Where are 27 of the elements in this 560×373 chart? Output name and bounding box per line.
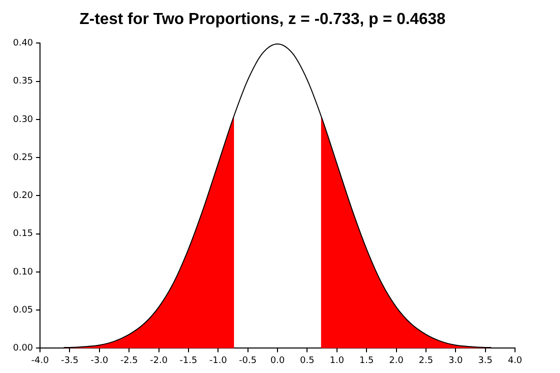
x-tick-label: -3.0: [90, 356, 108, 366]
y-tick-label: 0.05: [12, 305, 34, 316]
x-tick-label: -2.5: [120, 356, 138, 366]
y-tick-label: 0.25: [12, 152, 34, 163]
y-tick-label: 0.20: [12, 191, 34, 202]
y-tick-label: 0.10: [12, 267, 34, 278]
x-tick-label: 2.0: [389, 356, 404, 366]
x-tick-label: 0.0: [270, 356, 285, 366]
x-tick-label: 3.5: [478, 356, 492, 366]
y-tick-label: 0.30: [12, 114, 34, 125]
x-tick-label: -0.5: [239, 356, 257, 366]
x-tick-label: 1.5: [359, 356, 374, 366]
x-tick-label: -1.5: [180, 356, 198, 366]
x-tick-label: 0.5: [300, 356, 314, 366]
x-tick-label: -4.0: [31, 356, 50, 366]
y-tick-label: 0.15: [12, 229, 34, 240]
x-tick-label: 1.0: [330, 356, 344, 366]
x-tick-label: 4.0: [508, 356, 522, 366]
x-tick-label: 2.5: [418, 356, 434, 366]
x-tick-label: -2.0: [150, 356, 168, 366]
chart-title: Z-test for Two Proportions, z = -0.733, p = 0.4638: [79, 11, 446, 28]
y-tick-label: 0.00: [12, 344, 34, 354]
y-tick-label: 0.35: [12, 76, 34, 87]
y-tick-label: 0.40: [12, 38, 34, 49]
x-tick-label: -3.5: [60, 356, 79, 366]
x-tick-label: 3.0: [448, 356, 464, 366]
x-tick-label: -1.0: [209, 356, 228, 366]
